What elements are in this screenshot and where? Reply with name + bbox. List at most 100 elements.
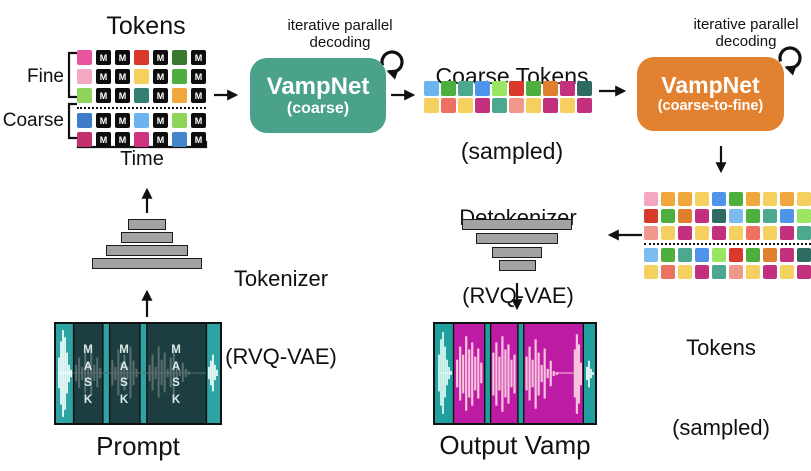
tokenizer-label-line1: Tokenizer [233, 265, 329, 291]
token-row [644, 209, 811, 223]
mask-letter: M [83, 344, 93, 356]
masked-token-cell: M [191, 113, 206, 128]
token-cell [526, 81, 541, 96]
caption-line: decoding [715, 33, 777, 51]
mask-letter: A [171, 360, 181, 373]
token-cell [644, 192, 658, 206]
tokenizer-bar [92, 258, 202, 269]
masked-token-cell: M [96, 132, 111, 147]
token-cell [695, 226, 709, 240]
vampnet-coarse-box: VampNet (coarse) [250, 58, 386, 133]
token-cell [644, 248, 658, 262]
token-cell [712, 265, 726, 279]
token-cell [797, 226, 811, 240]
token-cell [424, 81, 439, 96]
loop-arrow-coarse-icon [380, 50, 404, 80]
mask-letter: A [119, 360, 129, 373]
token-cell [763, 248, 777, 262]
prompt-waveform-art [56, 324, 220, 423]
masked-token-cell: M [153, 132, 168, 147]
token-cell [797, 248, 811, 262]
tokenizer-bar [106, 245, 188, 256]
token-cell [712, 248, 726, 262]
masked-token-cell: M [96, 88, 111, 103]
token-row [644, 265, 811, 279]
masked-token-cell: M [153, 88, 168, 103]
token-cell [492, 98, 507, 113]
masked-token-cell: M [96, 113, 111, 128]
token-cell [797, 192, 811, 206]
masked-token-cell: M [96, 69, 111, 84]
token-cell [77, 132, 92, 147]
token-cell [695, 192, 709, 206]
token-cell [475, 81, 490, 96]
vampnet-c2f-subtitle: (coarse-to-fine) [657, 98, 764, 115]
token-cell [763, 226, 777, 240]
mask-letter: S [120, 377, 128, 389]
masked-token-cell: M [191, 50, 206, 65]
token-cell [729, 248, 743, 262]
output-vamp-label: Output Vamp [439, 430, 591, 460]
vampnet-coarse-to-fine-box: VampNet (coarse-to-fine) [637, 57, 784, 131]
coarse-token-strip [424, 81, 592, 113]
fine-coarse-separator [644, 243, 811, 245]
sampled-tokens-label: Tokens (sampled) [631, 281, 811, 471]
token-cell [678, 226, 692, 240]
token-cell [780, 248, 794, 262]
token-cell [424, 98, 439, 113]
token-cell [77, 88, 92, 103]
vampnet-c2f-title: VampNet [661, 72, 760, 99]
fine-label: Fine [27, 66, 64, 87]
token-cell [780, 192, 794, 206]
token-cell [678, 192, 692, 206]
tokenizer-label-line2: (RVQ-VAE) [225, 343, 337, 369]
token-cell [695, 209, 709, 223]
masked-token-cell: M [96, 50, 111, 65]
fine-coarse-separator [77, 107, 206, 109]
mask-letter: M [119, 344, 129, 356]
token-cell [746, 248, 760, 262]
detokenizer-bar [499, 260, 536, 271]
mask-letter: S [84, 377, 92, 389]
tokenizer-label: Tokenizer (RVQ-VAE) [196, 214, 366, 422]
caption-line: decoding [309, 34, 371, 52]
sampled-token-grid [644, 192, 811, 279]
vampnet-coarse-subtitle: (coarse) [286, 99, 350, 117]
token-cell [134, 113, 149, 128]
tokenizer-bar [121, 232, 173, 243]
token-cell [134, 50, 149, 65]
token-cell [475, 98, 490, 113]
token-cell [172, 69, 187, 84]
masked-token-cell: M [115, 113, 130, 128]
masked-token-cell: M [153, 50, 168, 65]
output-waveform-art [435, 324, 595, 423]
token-cell [644, 209, 658, 223]
mask-letter: K [83, 393, 93, 406]
token-cell [661, 248, 675, 262]
token-row [644, 192, 811, 206]
masked-token-cell: M [115, 69, 130, 84]
token-cell [526, 98, 541, 113]
token-row [644, 226, 811, 240]
fine-bracket [67, 51, 77, 99]
masked-token-cell: M [153, 113, 168, 128]
mask-letter: K [171, 393, 181, 406]
token-row [644, 248, 811, 262]
token-cell [458, 98, 473, 113]
token-cell [763, 192, 777, 206]
token-cell [780, 226, 794, 240]
token-cell [780, 265, 794, 279]
masked-tokens-title: Tokens [106, 12, 186, 40]
token-cell [661, 265, 675, 279]
token-cell [77, 113, 92, 128]
token-cell [172, 113, 187, 128]
token-cell [695, 265, 709, 279]
masked-token-cell: M [191, 88, 206, 103]
token-cell [560, 81, 575, 96]
token-cell [746, 192, 760, 206]
token-cell [729, 265, 743, 279]
